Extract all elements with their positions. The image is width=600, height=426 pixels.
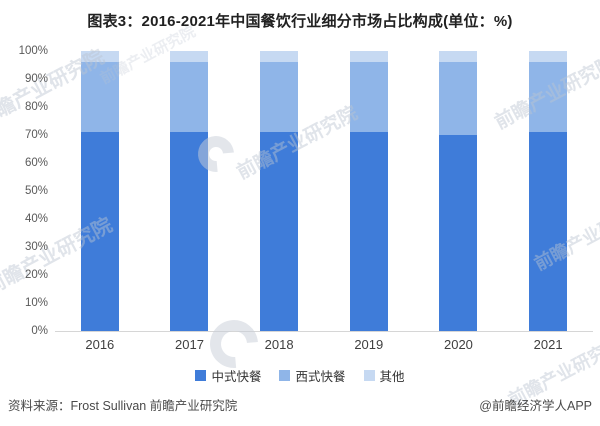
bar-segment-其他	[529, 51, 568, 63]
bar-segment-中式快餐	[260, 132, 299, 331]
bar-segment-中式快餐	[80, 132, 119, 331]
legend-label: 西式快餐	[295, 370, 346, 384]
x-category-label: 2017	[175, 337, 204, 352]
legend-item-西式快餐: 西式快餐	[279, 366, 346, 385]
bar-2021	[504, 51, 593, 331]
y-tick-label: 20%	[24, 269, 48, 281]
y-tick-label: 70%	[24, 129, 48, 141]
y-axis: 100% 90% 80% 70% 60% 50% 40% 30% 20% 10% 0%	[6, 45, 48, 337]
bar-segment-西式快餐	[170, 62, 209, 133]
y-tick-label: 90%	[24, 73, 48, 85]
stacked-bar	[260, 51, 299, 331]
legend-item-其他: 其他	[363, 366, 405, 385]
source-text: 资料来源：Frost Sullivan 前瞻产业研究院	[8, 399, 238, 413]
stacked-bar	[80, 51, 119, 331]
bar-segment-其他	[349, 51, 388, 63]
x-category-label: 2018	[264, 337, 294, 352]
bar-segment-中式快餐	[439, 135, 478, 331]
bar-segment-其他	[170, 51, 209, 63]
bar-segment-西式快餐	[439, 62, 478, 135]
bar-segment-西式快餐	[260, 62, 299, 133]
stacked-bar	[439, 51, 478, 331]
bar-segment-其他	[260, 51, 299, 63]
bar-segment-中式快餐	[170, 132, 209, 331]
legend-swatch-icon	[363, 370, 375, 381]
credit-text: @前瞻经济学人APP	[479, 399, 592, 413]
y-tick-label: 60%	[24, 157, 48, 169]
bar-segment-其他	[439, 51, 478, 63]
y-tick-label: 100%	[18, 45, 48, 57]
plot-area	[55, 51, 593, 332]
legend-label: 其他	[379, 370, 405, 384]
legend-item-中式快餐: 中式快餐	[195, 366, 261, 385]
bar-segment-中式快餐	[349, 132, 388, 331]
y-tick-label: 40%	[24, 213, 48, 225]
x-category-label: 2021	[533, 337, 563, 352]
legend-swatch-icon	[195, 370, 207, 381]
x-category-label: 2016	[85, 337, 115, 352]
bar-2017	[145, 51, 234, 331]
bar-2016	[55, 51, 144, 331]
legend-swatch-icon	[279, 370, 291, 381]
x-category-label: 2020	[443, 337, 473, 352]
y-tick-label: 30%	[24, 241, 48, 253]
bar-2020	[414, 51, 503, 331]
y-tick-label: 0%	[31, 325, 48, 337]
stacked-bar	[170, 51, 209, 331]
stacked-bar	[349, 51, 388, 331]
footer: 资料来源：Frost Sullivan 前瞻产业研究院 @前瞻经济学人APP	[8, 395, 592, 414]
legend-label: 中式快餐	[211, 370, 262, 384]
stacked-bar	[529, 51, 568, 331]
bar-segment-中式快餐	[529, 132, 568, 331]
y-tick-label: 10%	[24, 297, 48, 309]
bar-segment-西式快餐	[529, 62, 568, 133]
x-axis-labels: 2016 2017 2018 2019 2020 2021	[55, 337, 593, 352]
bar-2018	[235, 51, 324, 331]
bar-segment-西式快餐	[349, 62, 388, 133]
y-tick-label: 50%	[24, 185, 48, 197]
chart-title: 图表3：2016-2021年中国餐饮行业细分市场占比构成(单位：%)	[87, 13, 513, 30]
y-tick-label: 80%	[24, 101, 48, 113]
bar-segment-西式快餐	[80, 62, 119, 133]
bar-2019	[324, 51, 413, 331]
legend: 中式快餐 西式快餐 其他	[0, 366, 600, 385]
bar-segment-其他	[80, 51, 119, 63]
x-category-label: 2019	[354, 337, 384, 352]
